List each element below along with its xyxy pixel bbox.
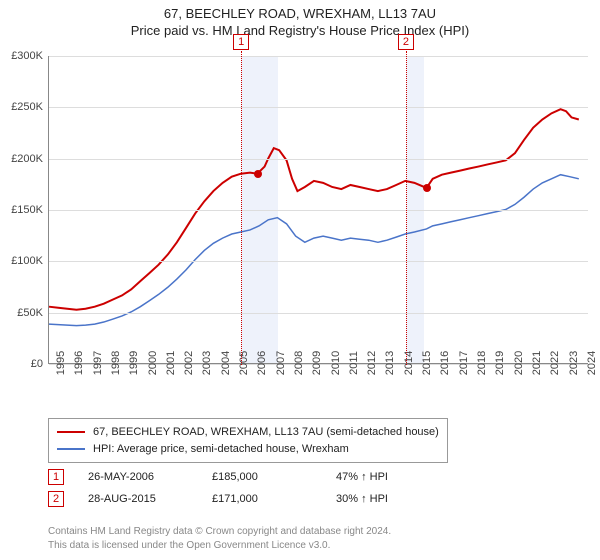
x-tick-label: 2016	[433, 351, 451, 375]
chart-subtitle: Price paid vs. HM Land Registry's House …	[0, 23, 600, 38]
transaction-row: 2 28-AUG-2015 £171,000 30% ↑ HPI	[48, 488, 436, 510]
chart-container: { "title_line1": "67, BEECHLEY ROAD, WRE…	[0, 0, 600, 560]
transaction-flag: 2	[48, 491, 64, 507]
x-tick-label: 1996	[67, 351, 85, 375]
y-tick-label: £50K	[17, 307, 49, 319]
flag-line	[406, 51, 407, 365]
chart-plot-area: £0£50K£100K£150K£200K£250K£300K199519961…	[48, 56, 588, 364]
x-tick-label: 2024	[580, 351, 598, 375]
x-tick-label: 2017	[452, 351, 470, 375]
gridline	[49, 261, 588, 262]
y-tick-label: £100K	[11, 255, 49, 267]
footer-copyright: Contains HM Land Registry data © Crown c…	[48, 525, 391, 539]
y-tick-label: £150K	[11, 204, 49, 216]
x-tick-label: 2022	[543, 351, 561, 375]
flag-line	[241, 51, 242, 365]
x-tick-label: 2000	[141, 351, 159, 375]
x-tick-label: 2003	[195, 351, 213, 375]
chart-titles: 67, BEECHLEY ROAD, WREXHAM, LL13 7AU Pri…	[0, 0, 600, 38]
gridline	[49, 56, 588, 57]
x-tick-label: 2023	[562, 351, 580, 375]
x-tick-label: 2006	[250, 351, 268, 375]
transaction-delta: 47% ↑ HPI	[336, 471, 436, 483]
transaction-price: £185,000	[212, 471, 312, 483]
y-tick-label: £200K	[11, 153, 49, 165]
transactions-table: 1 26-MAY-2006 £185,000 47% ↑ HPI 2 28-AUG-201…	[48, 466, 436, 510]
flag-box: 1	[233, 34, 249, 50]
transaction-date: 28-AUG-2015	[88, 493, 188, 505]
gridline	[49, 159, 588, 160]
transaction-date: 26-MAY-2006	[88, 471, 188, 483]
gridline	[49, 107, 588, 108]
legend-label: HPI: Average price, semi-detached house,…	[93, 441, 349, 458]
data-point-marker	[254, 170, 262, 178]
x-tick-label: 2007	[269, 351, 287, 375]
gridline	[49, 210, 588, 211]
x-tick-label: 1998	[104, 351, 122, 375]
y-tick-label: £300K	[11, 50, 49, 62]
x-tick-label: 2004	[214, 351, 232, 375]
x-tick-label: 2019	[488, 351, 506, 375]
series-hpi	[49, 175, 579, 326]
x-tick-label: 2011	[342, 351, 360, 375]
x-tick-label: 2009	[305, 351, 323, 375]
x-tick-label: 2002	[177, 351, 195, 375]
transaction-price: £171,000	[212, 493, 312, 505]
x-tick-label: 1995	[49, 351, 67, 375]
legend-item: 67, BEECHLEY ROAD, WREXHAM, LL13 7AU (se…	[57, 424, 439, 441]
chart-footer: Contains HM Land Registry data © Crown c…	[48, 525, 391, 552]
x-tick-label: 2020	[507, 351, 525, 375]
x-tick-label: 2001	[159, 351, 177, 375]
legend-item: HPI: Average price, semi-detached house,…	[57, 441, 439, 458]
transaction-flag: 1	[48, 469, 64, 485]
y-tick-label: £0	[31, 358, 49, 370]
chart-title: 67, BEECHLEY ROAD, WREXHAM, LL13 7AU	[0, 6, 600, 21]
legend-swatch	[57, 431, 85, 433]
x-tick-label: 2015	[415, 351, 433, 375]
legend-label: 67, BEECHLEY ROAD, WREXHAM, LL13 7AU (se…	[93, 424, 439, 441]
flag-box: 2	[398, 34, 414, 50]
footer-licence: This data is licensed under the Open Gov…	[48, 539, 391, 553]
x-tick-label: 2013	[378, 351, 396, 375]
x-tick-label: 2012	[360, 351, 378, 375]
gridline	[49, 313, 588, 314]
chart-legend: 67, BEECHLEY ROAD, WREXHAM, LL13 7AU (se…	[48, 418, 448, 463]
transaction-delta: 30% ↑ HPI	[336, 493, 436, 505]
x-tick-label: 2010	[324, 351, 342, 375]
data-point-marker	[423, 184, 431, 192]
transaction-row: 1 26-MAY-2006 £185,000 47% ↑ HPI	[48, 466, 436, 488]
legend-swatch	[57, 448, 85, 450]
x-tick-label: 2018	[470, 351, 488, 375]
x-tick-label: 2008	[287, 351, 305, 375]
y-tick-label: £250K	[11, 101, 49, 113]
x-tick-label: 1997	[86, 351, 104, 375]
x-tick-label: 1999	[122, 351, 140, 375]
plot-frame: £0£50K£100K£150K£200K£250K£300K199519961…	[48, 56, 588, 364]
x-tick-label: 2021	[525, 351, 543, 375]
